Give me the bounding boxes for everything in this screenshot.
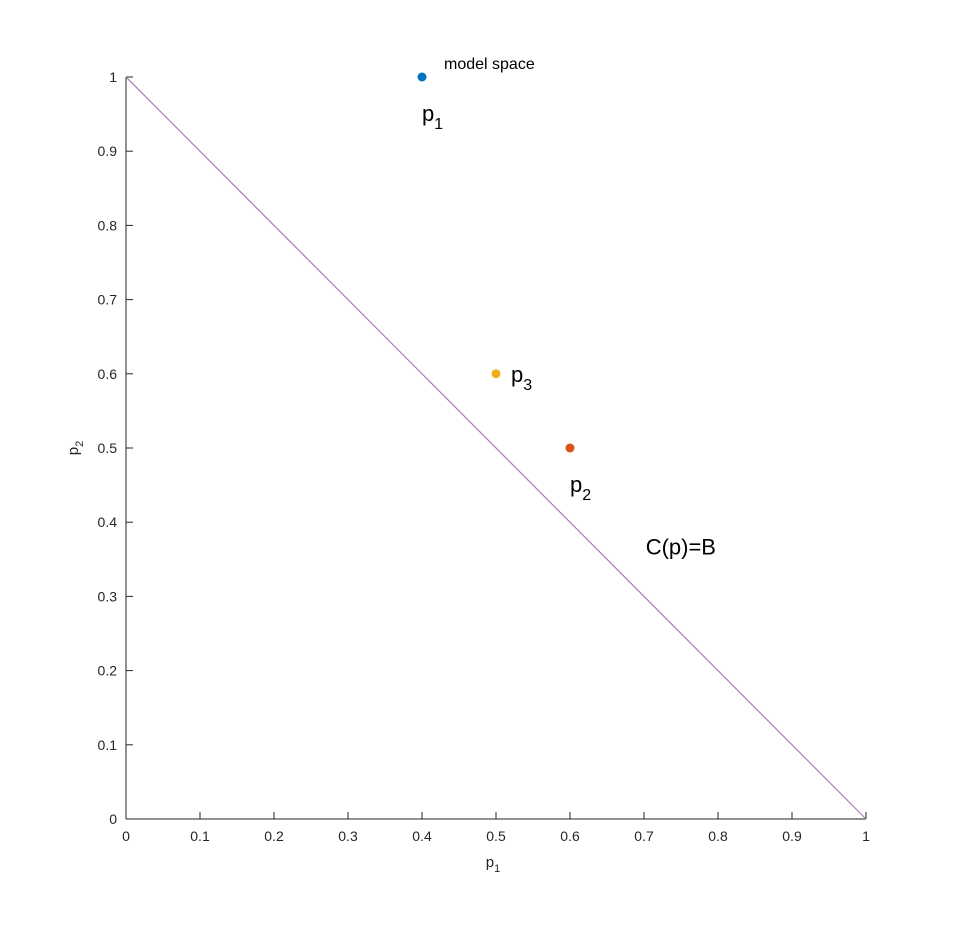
y-tick-label: 0.2 (98, 663, 118, 679)
y-tick-label: 0.1 (98, 737, 118, 753)
x-tick-label: 0.3 (338, 828, 358, 844)
point-p1 (417, 72, 427, 82)
x-tick-label: 0.2 (264, 828, 284, 844)
point-label-p3: p3 (511, 362, 532, 394)
y-tick-label: 0.3 (98, 588, 118, 604)
point-p2 (565, 443, 575, 453)
y-tick-label: 0.9 (98, 143, 118, 159)
y-tick-label: 1 (109, 69, 117, 85)
chart-title: model space (444, 56, 535, 73)
budget-line (125, 76, 867, 820)
x-tick-label: 0.8 (708, 828, 728, 844)
y-tick-label: 0.5 (98, 440, 118, 456)
y-tick-label: 0 (109, 811, 117, 827)
y-axis-label: p2 (65, 441, 86, 455)
x-tick-label: 1 (862, 828, 870, 844)
x-tick-label: 0 (122, 828, 130, 844)
x-tick-label: 0.5 (486, 828, 506, 844)
x-tick-label: 0.7 (634, 828, 654, 844)
x-axis-label: p1 (486, 854, 500, 875)
point-label-p1: p1 (422, 101, 443, 133)
ticks: 0 0.1 0.2 0.3 0.4 0.5 0.6 0.7 0.8 0.9 1 0 0.1 0.2 0.3 0… (98, 69, 871, 844)
x-tick-label: 0.4 (412, 828, 432, 844)
y-tick-label: 0.4 (98, 514, 118, 530)
x-tick-label: 0.1 (190, 828, 210, 844)
data-points (417, 72, 575, 453)
y-tick-label: 0.6 (98, 366, 118, 382)
x-tick-label: 0.9 (782, 828, 802, 844)
annotation-label: C(p)=B (646, 535, 716, 560)
text-labels: p1 p2 p1 p2 p3 model space C(p)=B (65, 56, 716, 875)
x-tick-label: 0.6 (560, 828, 580, 844)
y-tick-label: 0.8 (98, 217, 118, 233)
point-label-p2: p2 (570, 472, 591, 504)
point-p3 (491, 369, 501, 379)
y-tick-label: 0.7 (98, 292, 118, 308)
series-lines (125, 76, 867, 820)
